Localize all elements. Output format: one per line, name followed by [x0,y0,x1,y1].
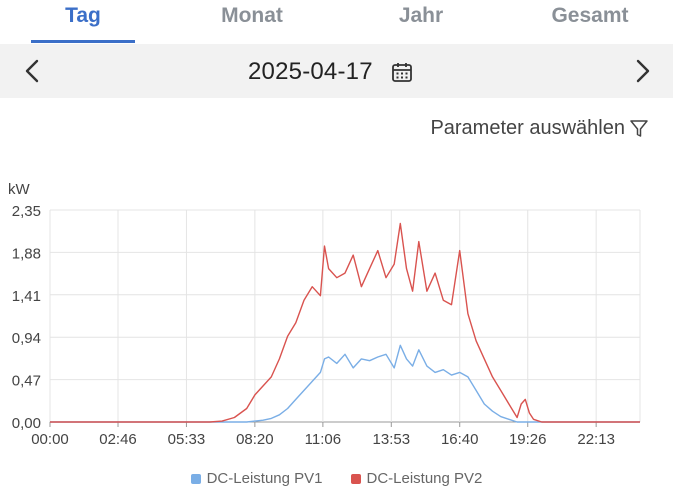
y-tick-label: 1,88 [12,245,41,262]
y-tick-label: 1,41 [12,288,41,305]
chevron-right-icon[interactable] [627,56,657,86]
y-axis-label: kW [8,181,31,198]
period-tabs: Tag Monat Jahr Gesamt [0,0,673,44]
series-line-pv1 [50,344,640,423]
x-tick-label: 02:46 [99,431,137,448]
x-tick-label: 22:13 [577,431,615,448]
x-tick-label: 19:26 [509,431,547,448]
legend-item-pv1[interactable]: DC-Leistung PV1 [190,470,323,487]
parameter-select-label: Parameter auswählen [430,117,625,139]
tab-gesamt[interactable]: Gesamt [551,4,629,27]
x-tick-label: 05:33 [168,431,206,448]
y-tick-label: 0,47 [12,373,41,390]
x-tick-label: 11:06 [305,431,341,448]
parameter-select-button[interactable]: Parameter auswählen [430,117,649,140]
y-tick-label: 0,00 [12,415,41,432]
chart-legend: DC-Leistung PV1 DC-Leistung PV2 [0,470,673,487]
legend-label-pv1: DC-Leistung PV1 [206,470,323,487]
date-navigation-bar: 2025-04-17 [0,44,673,98]
y-tick-label: 2,35 [12,203,41,220]
tab-jahr[interactable]: Jahr [398,4,444,27]
date-picker[interactable]: 2025-04-17 [248,57,413,87]
tab-monat[interactable]: Monat [221,4,283,27]
x-tick-label: 16:40 [441,431,479,448]
power-chart: 0,00 0,47 0,94 1,41 1,88 2,35 00:00 02:46 05:33 0… [8,181,641,448]
legend-label-pv2: DC-Leistung PV2 [366,470,483,487]
tab-tag[interactable]: Tag [65,4,101,27]
calendar-icon[interactable] [391,61,413,83]
x-tick-label: 00:00 [31,431,69,448]
filter-icon [630,119,648,137]
active-tab-indicator [31,40,135,43]
selected-date: 2025-04-17 [248,58,373,85]
x-tick-label: 08:20 [236,431,274,448]
legend-swatch-pv2 [350,473,361,484]
legend-swatch-pv1 [190,473,201,484]
legend-item-pv2[interactable]: DC-Leistung PV2 [350,470,483,487]
y-tick-label: 0,94 [12,330,41,347]
chevron-left-icon[interactable] [18,56,48,86]
x-tick-label: 13:53 [373,431,411,448]
series-line-pv2 [50,222,640,423]
